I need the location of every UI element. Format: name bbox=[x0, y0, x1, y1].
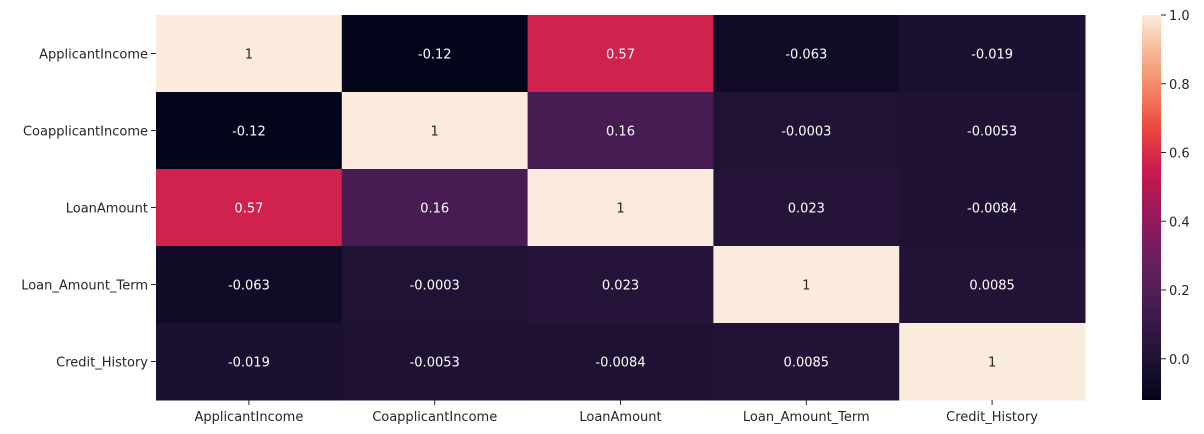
cell-annotation: 1 bbox=[988, 356, 996, 371]
cell-annotation: -0.063 bbox=[785, 48, 827, 63]
cell-annotation: -0.12 bbox=[232, 125, 266, 140]
cell-annotation: 1 bbox=[245, 48, 253, 63]
colorbar-tick-label: 0.4 bbox=[1169, 215, 1190, 230]
colorbar-tick-label: 0.6 bbox=[1169, 147, 1190, 162]
cell-annotation: -0.0053 bbox=[967, 125, 1017, 140]
y-tick-label: CoapplicantIncome bbox=[23, 125, 148, 140]
colorbar-tick-label: 0.8 bbox=[1169, 78, 1190, 93]
colorbar-tick-label: 0.2 bbox=[1169, 284, 1190, 299]
heatmap-cell-loan-amount-term-credit-history bbox=[899, 246, 1086, 324]
heatmap-cell-credit-history-coapplicantincome bbox=[341, 323, 529, 401]
heatmap-cell-applicantincome-applicantincome bbox=[156, 15, 343, 93]
cell-annotations: 1 -0.12 0.57 -0.063 -0.019 -0.12 1 0.16 -0.0003 -… bbox=[228, 48, 1017, 371]
cell-annotation: -0.019 bbox=[228, 356, 270, 371]
cell-annotation: 0.023 bbox=[602, 279, 639, 294]
cell-annotation: 0.16 bbox=[420, 202, 449, 217]
cell-annotation: 0.0085 bbox=[969, 279, 1015, 294]
heatmap-cell-coapplicantincome-credit-history bbox=[899, 92, 1086, 170]
heatmap-cell-applicantincome-coapplicantincome bbox=[341, 15, 529, 93]
y-tick-label: Credit_History bbox=[56, 356, 148, 371]
heatmap-cell-loanamount-loan-amount-term bbox=[713, 169, 900, 247]
colorbar: 0.0 0.2 0.4 0.6 0.8 1.0 bbox=[1142, 9, 1190, 400]
heatmap-cell-loanamount-loanamount bbox=[527, 169, 714, 247]
heatmap-cell-applicantincome-loan-amount-term bbox=[713, 15, 900, 93]
y-tick-label: ApplicantIncome bbox=[39, 48, 148, 63]
cell-annotation: -0.0003 bbox=[410, 279, 460, 294]
colorbar-tick-label: 0.0 bbox=[1169, 353, 1190, 368]
x-tick-label: LoanAmount bbox=[579, 410, 661, 425]
cell-annotation: 0.57 bbox=[606, 48, 635, 63]
y-axis: ApplicantIncome CoapplicantIncome LoanAmou… bbox=[21, 48, 156, 371]
cell-annotation: 0.57 bbox=[234, 202, 263, 217]
cell-annotation: 0.16 bbox=[606, 125, 635, 140]
cell-annotation: 0.0085 bbox=[784, 356, 830, 371]
heatmap-cell-credit-history-credit-history bbox=[899, 323, 1086, 401]
cell-annotation: -0.0084 bbox=[595, 356, 645, 371]
colorbar-gradient bbox=[1142, 15, 1161, 400]
heatmap-cell-coapplicantincome-coapplicantincome bbox=[341, 92, 529, 170]
heatmap-cell-applicantincome-loanamount bbox=[527, 15, 714, 93]
cell-annotation: -0.063 bbox=[228, 279, 270, 294]
heatmap-cells bbox=[156, 15, 1086, 401]
cell-annotation: 1 bbox=[431, 125, 439, 140]
x-tick-label: Loan_Amount_Term bbox=[743, 410, 870, 425]
heatmap-cell-coapplicantincome-loan-amount-term bbox=[713, 92, 900, 170]
x-tick-label: ApplicantIncome bbox=[194, 410, 303, 425]
heatmap-cell-credit-history-loan-amount-term bbox=[713, 323, 900, 401]
x-tick-label: CoapplicantIncome bbox=[372, 410, 497, 425]
cell-annotation: 1 bbox=[802, 279, 810, 294]
y-tick-label: Loan_Amount_Term bbox=[21, 279, 148, 294]
heatmap-cell-loan-amount-term-loan-amount-term bbox=[713, 246, 900, 324]
colorbar-tick-label: 1.0 bbox=[1169, 9, 1190, 24]
heatmap-cell-coapplicantincome-loanamount bbox=[527, 92, 714, 170]
cell-annotation: -0.12 bbox=[418, 48, 452, 63]
heatmap-cell-loanamount-applicantincome bbox=[156, 169, 343, 247]
heatmap-cell-loan-amount-term-loanamount bbox=[527, 246, 714, 324]
cell-annotation: 1 bbox=[616, 202, 624, 217]
heatmap-cell-loanamount-credit-history bbox=[899, 169, 1086, 247]
heatmap-cell-coapplicantincome-applicantincome bbox=[156, 92, 343, 170]
cell-annotation: 0.023 bbox=[788, 202, 825, 217]
heatmap-cell-applicantincome-credit-history bbox=[899, 15, 1086, 93]
x-axis: ApplicantIncome CoapplicantIncome LoanAmou… bbox=[194, 400, 1038, 425]
cell-annotation: -0.019 bbox=[971, 48, 1013, 63]
heatmap-cell-loan-amount-term-applicantincome bbox=[156, 246, 343, 324]
heatmap-cell-credit-history-applicantincome bbox=[156, 323, 343, 401]
heatmap-cell-credit-history-loanamount bbox=[527, 323, 714, 401]
heatmap-cell-loan-amount-term-coapplicantincome bbox=[341, 246, 529, 324]
y-tick-label: LoanAmount bbox=[66, 202, 148, 217]
cell-annotation: -0.0003 bbox=[781, 125, 831, 140]
cell-annotation: -0.0053 bbox=[410, 356, 460, 371]
cell-annotation: -0.0084 bbox=[967, 202, 1017, 217]
x-tick-label: Credit_History bbox=[946, 410, 1038, 425]
heatmap-cell-loanamount-coapplicantincome bbox=[341, 169, 529, 247]
